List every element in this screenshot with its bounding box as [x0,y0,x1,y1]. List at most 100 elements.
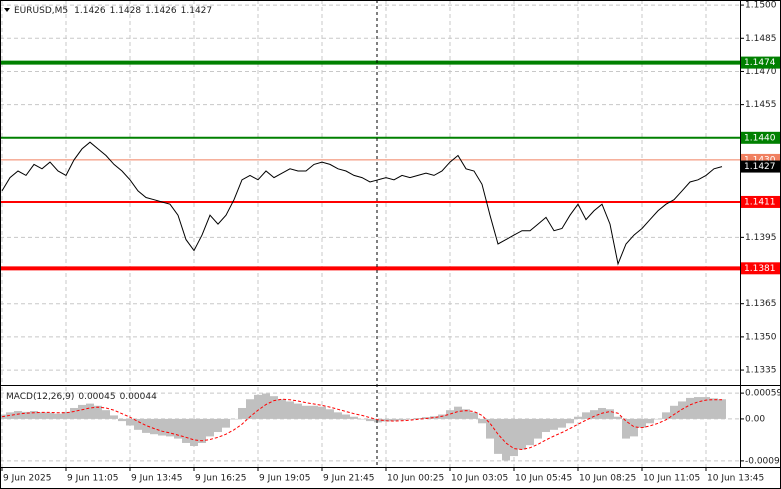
macd-bar [398,418,406,421]
macd-bar [238,407,246,419]
x-tick-label: 10 Jun 05:45 [515,474,572,484]
macd-title: MACD(12,26,9) [6,392,74,402]
macd-value: 0.00045 [78,392,115,402]
symbol: EURUSD,M5 [14,6,68,16]
y-tick-label: 0.00 [745,414,765,424]
macd-bar [574,416,582,419]
macd-bar [366,418,374,422]
macd-bar [126,418,134,426]
y-tick-label: 1.1470 [745,67,777,77]
level-label-bg [741,195,781,208]
macd-bar [518,418,526,450]
macd-bar [470,412,478,419]
macd-bar [614,416,622,419]
current-price-bg [741,160,781,173]
y-tick-label: 1.1365 [745,299,777,309]
macd-bar [150,418,158,435]
macd-bar [118,418,126,422]
level-label: 1.1430 [744,155,776,165]
macd-bar [582,412,590,419]
y-tick-label: 1.1350 [745,332,777,342]
macd-bar [686,397,694,419]
macd-bar [190,418,198,447]
macd-bar [526,418,534,446]
macd-bar [182,418,190,443]
level-label-bg [741,262,781,275]
macd-bar [102,410,110,419]
macd-bar [134,418,142,430]
level-label: 1.1440 [744,133,776,143]
macd-bar [262,393,270,419]
macd-bar [678,401,686,419]
macd-header: MACD(12,26,9) 0.00045 0.00044 [6,392,157,402]
macd-bar [54,413,62,419]
macd-bar [702,397,710,419]
macd-bar [270,396,278,419]
macd-bar [14,411,22,419]
macd-bar [222,418,230,428]
low: 1.1426 [145,6,177,16]
y-tick-label: 0.00059 [745,389,781,399]
macd-bar [454,406,462,419]
level-label: 1.1381 [744,264,776,274]
macd-bar [38,412,46,419]
macd-bar [630,418,638,437]
macd-bar [638,418,646,428]
macd-bar [486,418,494,439]
macd-bar [342,414,350,419]
macd-bar [166,418,174,437]
macd-bar [310,405,318,419]
macd-bar [30,411,38,419]
y-tick-label: 1.1335 [745,366,777,376]
macd-bar [214,418,222,433]
price-header: EURUSD,M5 1.1426 1.1428 1.1426 1.1427 [14,6,212,16]
macd-bar [70,407,78,419]
y-tick-label: -0.00096 [745,456,781,466]
level-label-bg [741,56,781,69]
level-label: 1.1411 [744,197,776,207]
x-tick-label: 9 Jun 19:05 [259,474,310,484]
macd-bar [246,399,254,419]
macd-bar [374,418,382,423]
x-tick-label: 10 Jun 08:25 [579,474,636,484]
high: 1.1428 [110,6,142,16]
macd-bar [542,418,550,433]
close: 1.1427 [181,6,213,16]
x-tick-label: 9 Jun 16:25 [195,474,246,484]
x-tick-label: 10 Jun 03:05 [451,474,508,484]
macd-bar [430,416,438,419]
macd-bar [334,412,342,419]
macd-bar [142,418,150,433]
macd-bar [94,405,102,419]
macd-bar [622,418,630,439]
macd-bar [6,412,14,419]
macd-bar [350,416,358,419]
y-tick-label: 1.1395 [745,233,777,243]
macd-bar [278,399,286,419]
macd-bar [710,398,718,419]
macd-bar [206,418,214,437]
macd-bar [326,409,334,419]
level-label-bg [741,131,781,144]
signal-value: 0.00044 [120,392,157,402]
x-tick-label: 10 Jun 00:25 [387,474,444,484]
macd-bar [86,403,94,419]
x-tick-label: 9 Jun 11:05 [67,474,118,484]
macd-bar [718,399,726,419]
macd-bar [62,411,70,419]
menu-triangle[interactable] [4,8,10,12]
x-tick-label: 9 Jun 13:45 [131,474,182,484]
current-price-label: 1.1427 [744,162,776,172]
macd-bar [198,418,206,443]
macd-bar [390,418,398,422]
macd-bar [46,412,54,419]
macd-bar [302,405,310,419]
macd-bar [254,394,262,419]
macd-bar [534,418,542,439]
x-tick-label: 9 Jun 2025 [3,474,51,484]
macd-bar [478,418,486,424]
signal-line [1,398,722,451]
macd-bar [606,409,614,419]
